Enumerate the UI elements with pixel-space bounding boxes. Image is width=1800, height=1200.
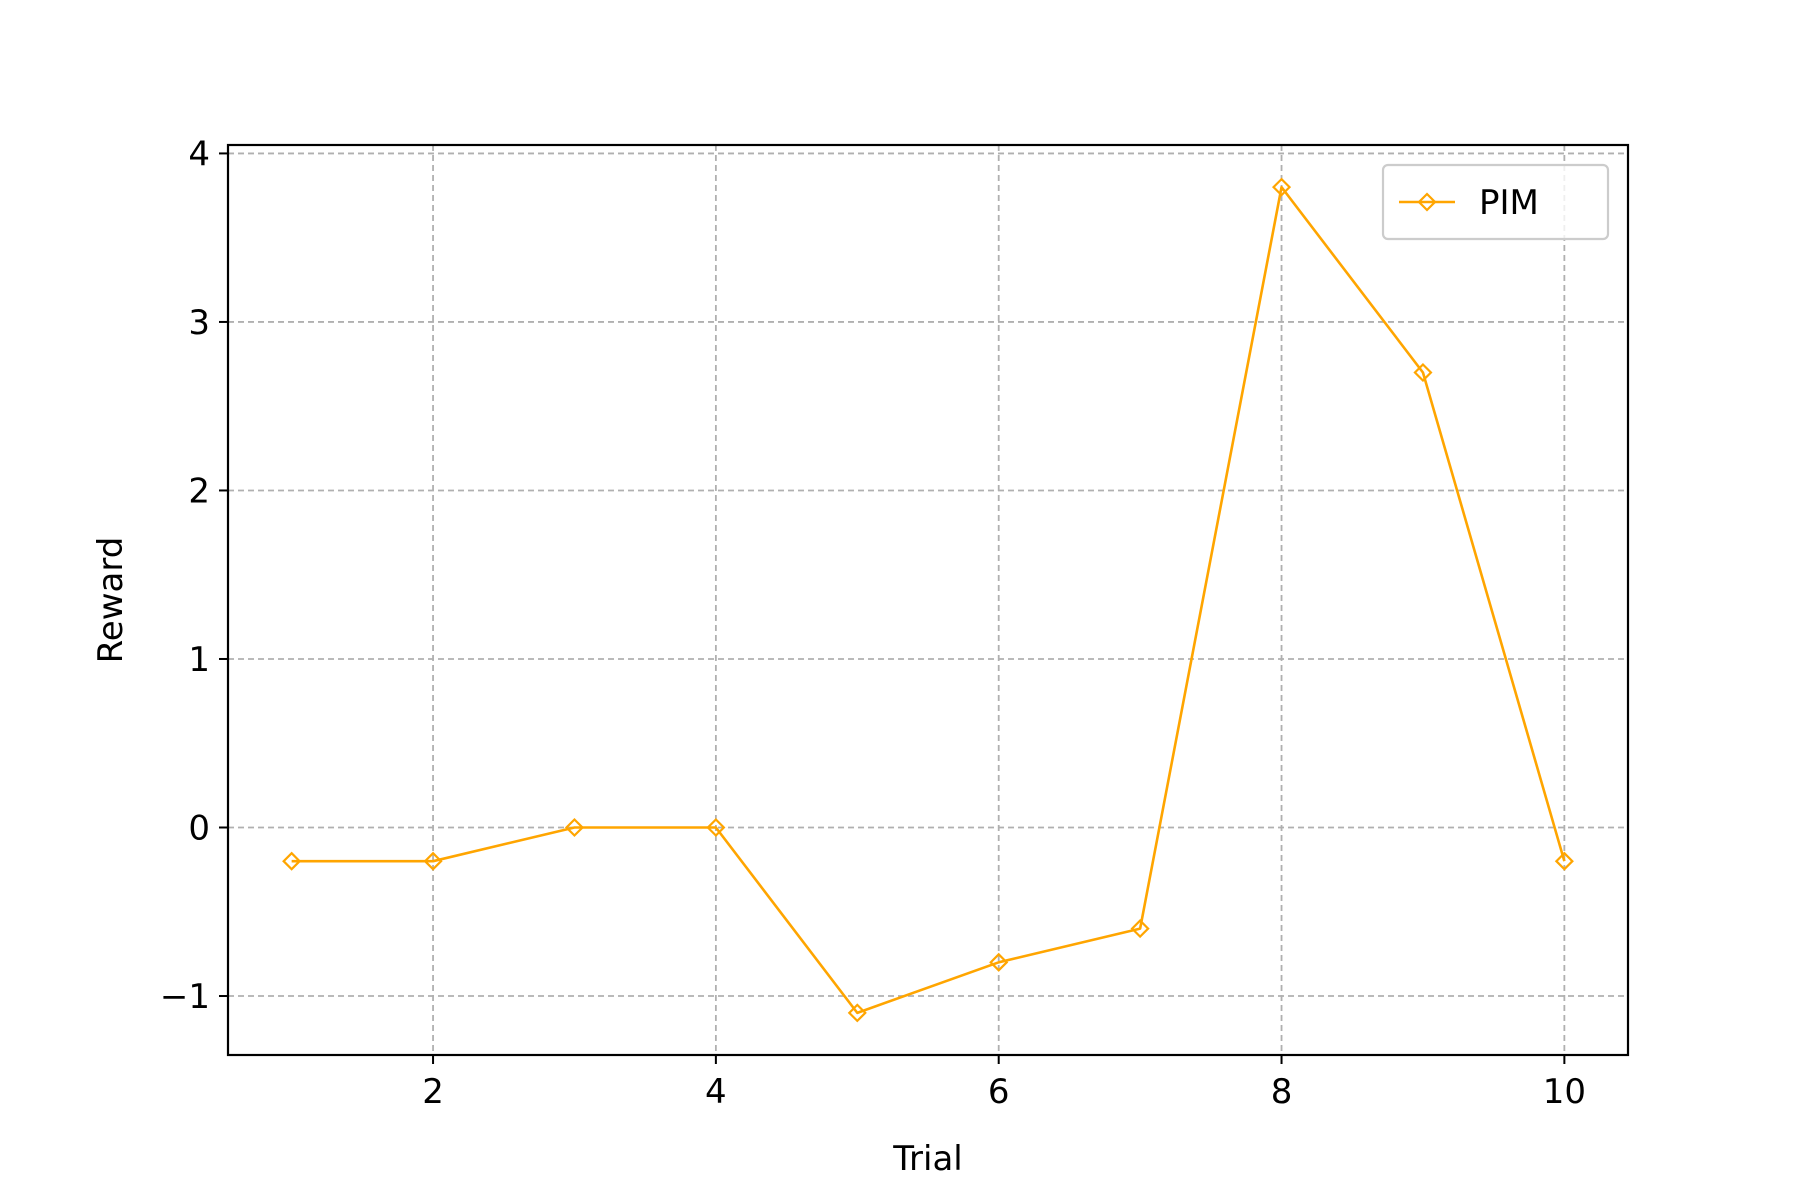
legend: PIM (1381, 163, 1610, 241)
data-point (1130, 919, 1150, 939)
ticks: 2 4 6 8 10 −1 0 1 2 3 4 (160, 134, 1586, 1112)
data-point (1413, 362, 1433, 383)
y-tick-label: 1 (188, 640, 210, 680)
data-point (1271, 177, 1292, 197)
legend-diamond-marker-icon (1417, 192, 1437, 212)
y-tick-label: 3 (188, 303, 210, 343)
x-tick-label: 4 (705, 1072, 727, 1112)
data-point (847, 1003, 867, 1023)
data-point (282, 851, 302, 871)
grid (228, 145, 1628, 1055)
x-tick-label: 2 (422, 1072, 444, 1112)
x-tick-label: 8 (1271, 1072, 1293, 1112)
y-axis-label: Reward (91, 537, 131, 664)
plot-frame (226, 143, 1630, 1057)
y-tick-label: 4 (188, 134, 210, 174)
series-line-pim (291, 185, 1566, 1015)
data-point (989, 952, 1009, 972)
data-point (564, 817, 585, 838)
data-point (423, 851, 443, 871)
data-point (1554, 851, 1574, 871)
x-tick-label: 6 (988, 1072, 1010, 1112)
legend-label: PIM (1479, 183, 1539, 223)
x-tick-label: 10 (1543, 1072, 1586, 1112)
series-layer (282, 177, 1574, 1023)
y-tick-label: −1 (160, 977, 210, 1017)
y-tick-label: 2 (188, 471, 210, 511)
data-point (706, 817, 726, 838)
x-axis-label: Trial (892, 1139, 962, 1179)
y-tick-label: 0 (188, 809, 210, 849)
legend-box (1381, 163, 1610, 241)
